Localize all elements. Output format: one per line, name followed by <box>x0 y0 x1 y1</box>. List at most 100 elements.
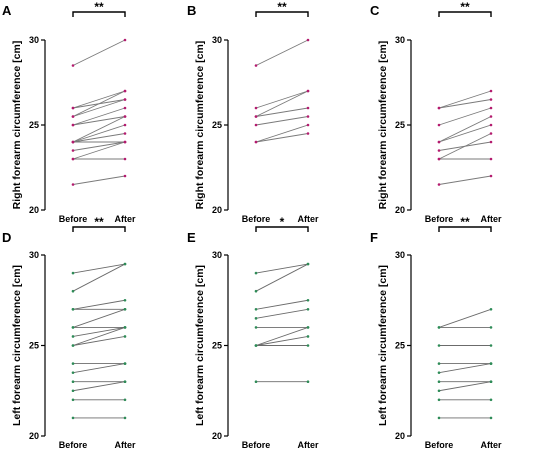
subject-line <box>72 326 126 346</box>
data-point-after <box>489 308 493 311</box>
y-tick-label: 30 <box>395 250 405 260</box>
data-point-before <box>437 157 441 161</box>
x-tick-label-before: Before <box>242 214 271 224</box>
subject-line <box>72 90 126 117</box>
subject-line <box>72 263 126 274</box>
subject-line <box>255 90 309 109</box>
y-axis-label: Left forearm circumference [cm] <box>194 265 206 426</box>
data-point-before <box>437 344 441 347</box>
panel-b: B 20 25 30 Right forearm circumference [cm] B… <box>187 0 319 224</box>
data-point-after <box>123 123 127 127</box>
data-point-after <box>306 89 310 93</box>
data-point-before <box>437 362 441 365</box>
data-point-before <box>254 289 258 293</box>
data-point-before <box>71 271 75 275</box>
data-point-after <box>123 308 127 311</box>
data-point-before <box>437 416 441 420</box>
x-tick-label-after: After <box>114 440 135 450</box>
data-point-after <box>306 335 310 338</box>
panel-f: F 20 25 30 Left forearm circumference [cm] Be… <box>370 215 502 450</box>
y-tick-label: 25 <box>212 120 222 130</box>
panel-letter: C <box>370 3 380 18</box>
data-point-before <box>437 183 441 186</box>
significance-bracket <box>72 226 126 232</box>
data-point-after <box>306 132 310 135</box>
data-point-after <box>489 398 493 402</box>
subject-line <box>72 175 126 185</box>
y-tick-label: 25 <box>29 341 39 351</box>
data-point-before <box>254 344 258 347</box>
data-point-before <box>71 398 75 402</box>
data-point-after <box>123 298 127 302</box>
subject-line <box>438 90 492 109</box>
y-tick-label: 30 <box>29 250 39 260</box>
data-point-before <box>437 123 441 127</box>
data-point-after <box>489 362 493 365</box>
y-tick-label: 20 <box>29 205 39 215</box>
subject-line <box>72 39 126 66</box>
x-tick-label-before: Before <box>425 214 454 224</box>
data-point-before <box>71 140 75 144</box>
data-point-after <box>489 326 493 329</box>
y-axis-label: Left forearm circumference [cm] <box>377 265 389 426</box>
subject-line <box>255 133 309 143</box>
panel-d: D 20 25 30 Left forearm circumference [cm] Be… <box>2 215 136 450</box>
panel-letter: D <box>2 230 11 245</box>
data-point-before <box>254 115 258 118</box>
data-point-before <box>254 271 258 275</box>
y-tick-label: 20 <box>212 431 222 441</box>
subject-line <box>72 263 126 292</box>
data-point-before <box>71 115 75 118</box>
y-tick-label: 30 <box>212 35 222 45</box>
data-point-after <box>123 174 127 178</box>
data-point-before <box>71 335 75 338</box>
data-point-after <box>489 132 493 135</box>
subject-line <box>255 116 309 126</box>
data-point-after <box>489 140 493 144</box>
subject-line <box>255 326 309 346</box>
data-point-before <box>71 371 75 374</box>
data-point-before <box>71 344 75 347</box>
data-point-before <box>254 317 258 320</box>
panel-c: C 20 25 30 Right forearm circumference [cm] B… <box>370 0 502 224</box>
data-point-after <box>489 157 493 161</box>
subject-line <box>255 263 309 292</box>
subject-line <box>72 141 126 160</box>
y-tick-label: 25 <box>395 120 405 130</box>
data-point-before <box>71 64 75 67</box>
data-point-before <box>437 398 441 402</box>
subject-line <box>255 90 309 117</box>
data-point-after <box>489 89 493 93</box>
significance-bracket <box>255 226 309 232</box>
data-point-before <box>71 380 75 384</box>
data-point-after <box>123 262 127 266</box>
significance-label: ** <box>277 0 287 14</box>
data-point-after <box>123 106 127 110</box>
subject-line <box>438 175 492 185</box>
data-point-before <box>437 106 441 110</box>
significance-bracket <box>72 11 126 17</box>
data-point-after <box>306 298 310 302</box>
data-point-after <box>489 344 493 347</box>
x-tick-label-before: Before <box>242 440 271 450</box>
data-point-after <box>123 140 127 144</box>
y-tick-label: 20 <box>395 431 405 441</box>
panel-letter: E <box>187 230 196 245</box>
y-tick-label: 20 <box>212 205 222 215</box>
panel-letter: A <box>2 3 12 18</box>
subject-line <box>255 299 309 310</box>
data-point-after <box>306 106 310 110</box>
subject-line <box>72 116 126 143</box>
subject-line <box>255 39 309 66</box>
subject-line <box>255 107 309 117</box>
subject-line <box>255 308 309 319</box>
data-point-after <box>489 98 493 101</box>
data-point-after <box>123 38 127 42</box>
data-point-before <box>71 106 75 110</box>
panel-e: E 20 25 30 Left forearm circumference [cm] Be… <box>187 215 319 450</box>
significance-label: ** <box>460 0 470 14</box>
subject-line <box>255 263 309 274</box>
subject-line <box>72 308 126 328</box>
data-point-before <box>254 106 258 110</box>
data-point-after <box>123 115 127 118</box>
